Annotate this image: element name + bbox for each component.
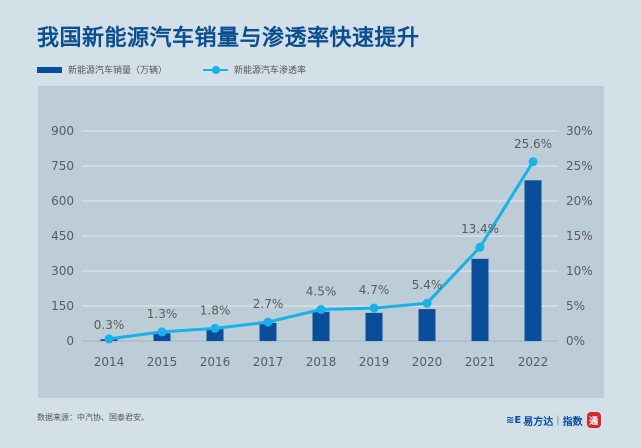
bar-2019 xyxy=(365,312,383,341)
point-2020 xyxy=(422,298,432,308)
brand-index: 指数 xyxy=(562,416,583,428)
left-axis-tick-label: 900 xyxy=(51,124,74,138)
left-axis-tick-label: 750 xyxy=(51,159,74,173)
data-label-2017: 2.7% xyxy=(253,297,284,311)
chart-title: 我国新能源汽车销量与渗透率快速提升 xyxy=(37,26,420,51)
data-label-2020: 5.4% xyxy=(412,278,443,292)
point-2021 xyxy=(475,242,485,252)
right-axis-tick-label: 25% xyxy=(566,159,593,173)
left-axis-tick-label: 300 xyxy=(51,264,74,278)
point-2022 xyxy=(528,157,538,167)
point-2015 xyxy=(157,327,167,337)
bar-2020 xyxy=(418,309,436,341)
point-2019 xyxy=(369,303,379,313)
x-tick-label: 2016 xyxy=(200,355,231,369)
bar-2015 xyxy=(153,333,171,341)
x-tick-label: 2015 xyxy=(147,355,178,369)
data-label-2019: 4.7% xyxy=(359,283,390,297)
legend-bar-swatch xyxy=(37,66,62,73)
point-2018 xyxy=(316,305,326,314)
x-tick-label: 2020 xyxy=(412,355,443,369)
data-label-2015: 1.3% xyxy=(147,307,178,321)
brand-separator: | xyxy=(556,414,560,426)
penetration-points xyxy=(104,157,538,344)
right-axis-tick-label: 30% xyxy=(566,124,593,138)
legend-line-swatch xyxy=(203,65,228,74)
x-tick-label: 2018 xyxy=(306,355,337,369)
x-axis-ticks: 2014 2015 2016 2017 2018 2019 2020 2021 2022 xyxy=(94,355,549,369)
data-label-2016: 1.8% xyxy=(200,303,231,317)
data-source-note: 数据来源：中汽协、国泰君安。 xyxy=(37,413,149,422)
right-axis-tick-label: 5% xyxy=(566,299,585,313)
point-2014 xyxy=(104,334,114,344)
x-tick-label: 2021 xyxy=(465,355,496,369)
legend-label-sales: 新能源汽车销量（万辆） xyxy=(68,66,168,76)
brand-logo: ≋E 易方达 | 指数 通 xyxy=(506,412,601,428)
legend-item-penetration: 新能源汽车渗透率 xyxy=(203,63,306,76)
data-label-2021: 13.4% xyxy=(461,222,499,236)
bar-2017 xyxy=(259,322,277,341)
bar-2021 xyxy=(471,258,489,341)
right-axis-tick-label: 0% xyxy=(566,334,585,348)
point-2016 xyxy=(210,323,220,333)
right-axis-tick-label: 20% xyxy=(566,194,593,208)
legend-item-sales: 新能源汽车销量（万辆） xyxy=(37,63,167,76)
bar-2022 xyxy=(524,180,542,341)
x-tick-label: 2017 xyxy=(253,355,284,369)
brand-mark-icon: ≋E xyxy=(506,414,522,426)
data-label-2018: 4.5% xyxy=(306,285,337,299)
left-axis-tick-label: 600 xyxy=(51,194,74,208)
x-tick-label: 2019 xyxy=(359,355,390,369)
brand-name: 易方达 xyxy=(523,416,554,428)
x-tick-label: 2014 xyxy=(94,355,125,369)
right-axis-tick-label: 15% xyxy=(566,229,593,243)
left-axis-tick-label: 450 xyxy=(51,229,74,243)
brand-seal-icon: 通 xyxy=(586,412,601,428)
point-2017 xyxy=(263,317,273,327)
x-tick-label: 2022 xyxy=(518,355,549,369)
bars xyxy=(100,180,542,341)
chart-panel: 0 150 300 450 600 750 900 0% 5% 10% 15% 20% 25% 30% … xyxy=(38,86,604,398)
left-axis-ticks: 0 150 300 450 600 750 900 xyxy=(51,124,74,348)
data-label-2022: 25.6% xyxy=(514,137,552,151)
bar-2016 xyxy=(206,329,224,341)
left-axis-tick-label: 150 xyxy=(51,299,74,313)
bar-2018 xyxy=(312,311,330,341)
data-label-2014: 0.3% xyxy=(94,318,125,332)
data-labels: 0.3% 1.3% 1.8% 2.7% 4.5% 4.7% 5.4% 13.4% 25.6% xyxy=(94,137,552,332)
left-axis-tick-label: 0 xyxy=(66,334,74,348)
right-axis-tick-label: 10% xyxy=(566,264,593,278)
right-axis-ticks: 0% 5% 10% 15% 20% 25% 30% xyxy=(566,124,593,348)
legend-label-penetration: 新能源汽车渗透率 xyxy=(234,66,307,76)
